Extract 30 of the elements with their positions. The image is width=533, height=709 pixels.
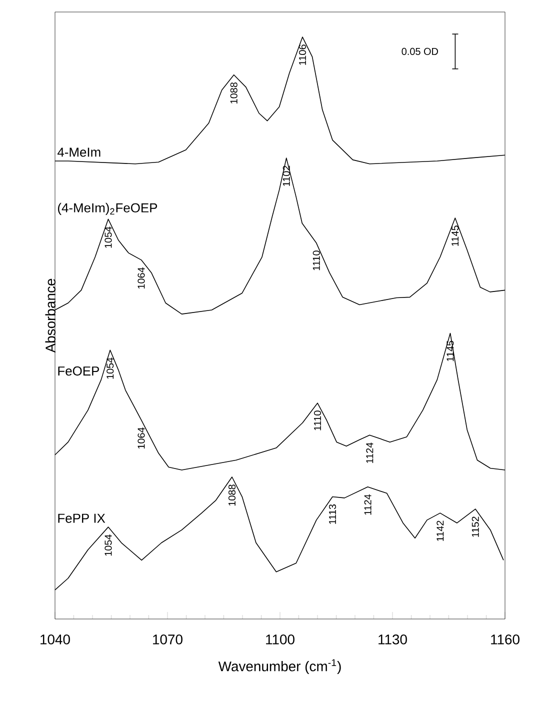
x-axis-title: Wavenumber (cm$^{-1}$): [218, 659, 341, 674]
series-label: (4-MeIm)$_{2}$FeOEP: [58, 202, 158, 215]
annotation: 1054: [104, 226, 112, 248]
annotation: 1088: [228, 484, 236, 506]
annotation: 1110: [312, 250, 320, 270]
series-label: 4-MeIm: [57, 148, 100, 157]
annotation: 1064: [138, 427, 145, 449]
annotation: 1142: [436, 520, 444, 541]
annotation: 1124: [364, 494, 372, 515]
x-tick-label: 1130: [378, 634, 407, 644]
annotation: 1054: [106, 358, 114, 379]
annotation: 1054: [104, 534, 112, 556]
annotation: 1145: [446, 340, 454, 362]
annotation: 1124: [366, 442, 374, 463]
series-label: FePP IX: [58, 514, 106, 523]
annotation: 1106: [298, 44, 306, 65]
x-tick-label: 1040: [40, 634, 70, 644]
x-tick-label: 1070: [153, 634, 182, 644]
y-axis-title: Absorbance: [45, 278, 56, 353]
annotation: 1088: [230, 82, 238, 104]
x-tick-label: 1100: [266, 634, 294, 644]
annotation: 1145: [452, 226, 459, 246]
annotation: 1152: [472, 516, 479, 537]
annotation: 1113: [328, 504, 336, 524]
x-tick-label: 1160: [491, 634, 520, 644]
annotation: 1102: [282, 166, 290, 186]
series-label: FeOEP: [58, 366, 99, 376]
annotation: 0.05 OD: [402, 48, 438, 55]
annotation: 1110: [314, 410, 322, 430]
annotation: 1064: [138, 267, 145, 289]
